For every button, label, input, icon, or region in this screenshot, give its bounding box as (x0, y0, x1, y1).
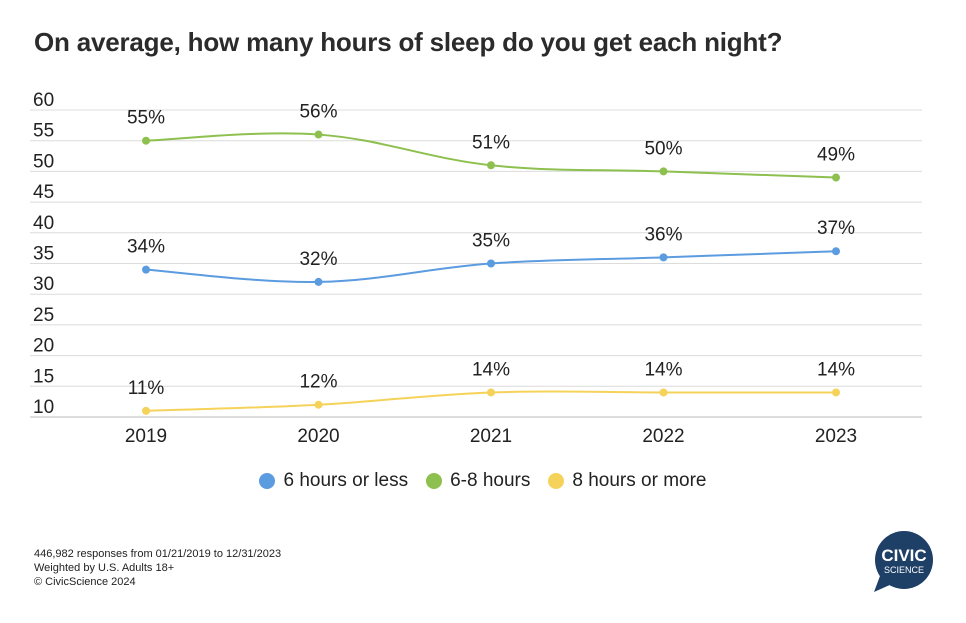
y-tick-label: 55 (33, 121, 54, 142)
data-point[interactable] (314, 130, 323, 139)
footnote-weighting: Weighted by U.S. Adults 18+ (34, 562, 175, 574)
data-label: 11% (128, 378, 165, 399)
data-label: 32% (299, 249, 337, 270)
footnotes: 446,982 responses from 01/21/2019 to 12/… (34, 547, 281, 589)
y-axis-ticks: 60 55 50 45 40 35 30 25 20 15 10 (33, 90, 54, 418)
series-points (142, 130, 840, 415)
data-point[interactable] (142, 265, 150, 274)
data-point[interactable] (487, 161, 495, 170)
y-tick-label: 25 (33, 305, 54, 326)
logo-text-civic: CIVIC (881, 546, 926, 565)
x-axis-ticks: 2019 2020 2021 2022 2023 (125, 426, 857, 447)
y-tick-label: 40 (33, 213, 54, 234)
data-point[interactable] (487, 388, 495, 397)
x-tick-label: 2022 (642, 426, 684, 447)
legend-marker-green (426, 473, 443, 489)
footnote-copyright: © CivicScience 2024 (34, 576, 136, 588)
data-label: 14% (472, 359, 510, 380)
data-point[interactable] (832, 247, 840, 256)
civicscience-logo: CIVIC SCIENCE (874, 531, 933, 592)
footnote-responses: 446,982 responses from 01/21/2019 to 12/… (34, 548, 282, 560)
x-tick-label: 2019 (125, 426, 167, 447)
data-point[interactable] (142, 136, 150, 145)
legend-marker-yellow (548, 473, 565, 489)
x-tick-label: 2023 (815, 426, 857, 447)
logo-circle (875, 531, 933, 589)
data-label: 14% (817, 359, 855, 380)
legend: 6 hours or less 6-8 hours 8 hours or mor… (0, 470, 966, 492)
logo-speech-tail (874, 576, 892, 592)
data-label: 51% (472, 132, 510, 153)
y-tick-label: 50 (33, 151, 54, 172)
legend-label: 6 hours or less (283, 470, 409, 491)
legend-label: 6-8 hours (450, 470, 531, 491)
data-label: 35% (472, 231, 510, 252)
data-point[interactable] (487, 259, 495, 268)
data-label: 14% (644, 359, 682, 380)
gridlines (30, 109, 922, 418)
data-labels: 34% 32% 35% 36% 37% 55% 56% 51% 50% 49% 11% 12% 14% 1… (127, 102, 855, 399)
logo-text-science: SCIENCE (884, 565, 924, 575)
data-label: 50% (644, 138, 682, 159)
legend-label: 8 hours or more (572, 470, 707, 491)
data-point[interactable] (142, 406, 150, 415)
data-point[interactable] (832, 173, 840, 182)
legend-item-6-hours-or-less[interactable]: 6 hours or less (259, 470, 408, 492)
data-label: 56% (299, 102, 337, 123)
legend-item-8-hours-or-more[interactable]: 8 hours or more (548, 470, 707, 492)
data-point[interactable] (832, 388, 840, 397)
x-tick-label: 2021 (470, 426, 512, 447)
y-tick-label: 45 (33, 182, 54, 203)
legend-marker-blue (259, 473, 276, 489)
data-label: 34% (127, 237, 165, 258)
legend-item-6-8-hours[interactable]: 6-8 hours (426, 470, 530, 492)
data-point[interactable] (659, 388, 668, 397)
data-label: 55% (127, 108, 165, 129)
chart-title: On average, how many hours of sleep do y… (34, 27, 783, 57)
data-point[interactable] (659, 253, 668, 262)
y-tick-label: 10 (33, 397, 54, 418)
data-label: 37% (817, 218, 855, 239)
y-tick-label: 20 (33, 336, 54, 357)
data-label: 36% (644, 224, 682, 245)
x-tick-label: 2020 (297, 426, 339, 447)
data-point[interactable] (314, 277, 323, 286)
data-label: 12% (299, 372, 337, 393)
data-point[interactable] (659, 167, 668, 176)
y-tick-label: 35 (33, 244, 54, 265)
y-tick-label: 15 (33, 366, 54, 387)
data-label: 49% (817, 145, 855, 166)
data-point[interactable] (314, 400, 323, 409)
y-tick-label: 30 (33, 274, 54, 295)
y-tick-label: 60 (33, 90, 54, 111)
